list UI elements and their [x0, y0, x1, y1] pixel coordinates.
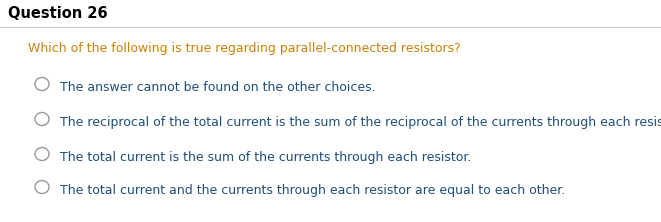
Text: Question 26: Question 26 [8, 6, 108, 21]
Text: The answer cannot be found on the other choices.: The answer cannot be found on the other … [60, 81, 375, 94]
Text: The reciprocal of the total current is the sum of the reciprocal of the currents: The reciprocal of the total current is t… [60, 116, 661, 129]
Text: The total current is the sum of the currents through each resistor.: The total current is the sum of the curr… [60, 151, 471, 164]
Text: Which of the following is true regarding parallel-connected resistors?: Which of the following is true regarding… [28, 42, 461, 55]
Text: The total current and the currents through each resistor are equal to each other: The total current and the currents throu… [60, 184, 565, 197]
